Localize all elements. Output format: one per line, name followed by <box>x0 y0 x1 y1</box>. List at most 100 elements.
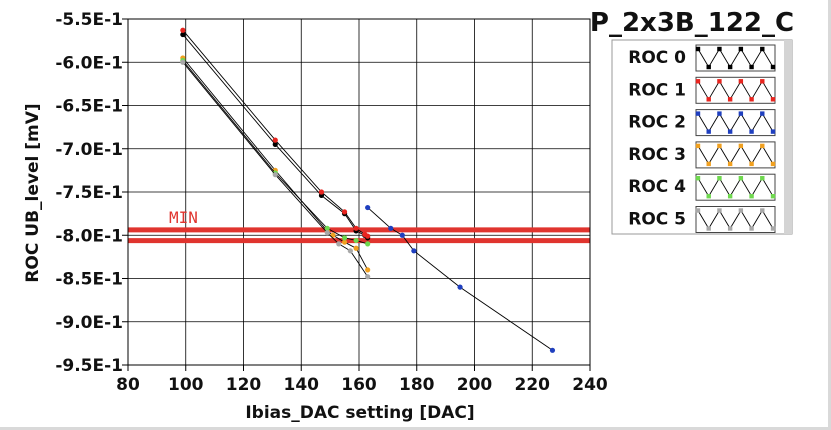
legend-label: ROC 0 <box>628 48 686 68</box>
series-line <box>182 60 368 245</box>
y-tick-label: -8.5E-1 <box>55 270 123 290</box>
legend-marker <box>770 161 776 167</box>
data-point <box>411 248 417 254</box>
legend-marker <box>727 226 733 231</box>
window-edge-right <box>828 0 831 430</box>
legend-marker <box>738 143 744 149</box>
legend-marker <box>717 79 722 84</box>
y-tick-label: -6.5E-1 <box>55 97 123 117</box>
data-point <box>180 59 186 65</box>
legend-marker <box>717 46 722 52</box>
data-point <box>388 225 394 231</box>
data-point <box>347 248 353 254</box>
legend-marker <box>760 208 765 213</box>
legend-marker <box>717 143 722 149</box>
legend-marker <box>749 97 754 102</box>
grid-lines <box>128 19 590 365</box>
y-axis-title: ROC UB_level [mV] <box>23 103 43 282</box>
legend-marker <box>760 176 765 181</box>
legend-marker <box>706 226 711 231</box>
x-tick-label: 80 <box>116 375 140 395</box>
legend-marker <box>695 111 701 116</box>
legend-label: ROC 1 <box>628 80 686 100</box>
data-point <box>341 239 348 245</box>
window-edge-bottom <box>0 427 831 430</box>
legend-marker <box>695 46 701 52</box>
legend-entry-roc-4: ROC 4 <box>628 173 776 201</box>
data-point <box>318 189 325 195</box>
legend-marker <box>727 161 733 167</box>
series-roc-1 <box>180 27 371 239</box>
series-roc-4 <box>180 57 371 247</box>
legend-marker <box>770 97 776 102</box>
data-point <box>457 284 463 290</box>
legend-marker <box>706 161 711 167</box>
legend-marker <box>717 208 722 213</box>
legend-marker <box>770 226 776 231</box>
data-point <box>324 230 330 236</box>
legend-marker <box>727 129 733 134</box>
legend-entry-roc-5: ROC 5 <box>628 206 776 233</box>
series-line <box>182 34 368 239</box>
legend-marker <box>760 46 765 52</box>
data-point <box>365 233 371 239</box>
min-threshold-label: MIN <box>169 208 198 227</box>
x-tick-label: 200 <box>457 375 493 395</box>
x-tick-label: 160 <box>341 375 377 395</box>
legend-marker <box>760 79 765 84</box>
legend-marker <box>727 97 733 102</box>
legend-marker <box>706 97 711 102</box>
data-point <box>353 225 359 231</box>
legend-marker <box>695 208 701 213</box>
legend-label: ROC 2 <box>628 113 686 133</box>
legend-marker <box>749 64 754 70</box>
legend-wave <box>697 145 774 165</box>
data-point <box>365 274 371 280</box>
legend-marker <box>760 143 765 149</box>
legend-entry-roc-2: ROC 2 <box>628 109 776 137</box>
series-roc-2 <box>365 204 556 353</box>
legend-wave <box>697 80 774 101</box>
x-tick-label: 220 <box>515 375 551 395</box>
y-tick-label: -7.0E-1 <box>55 140 123 160</box>
y-tick-label: -6.0E-1 <box>55 53 123 73</box>
data-point <box>341 209 348 215</box>
legend-wave <box>697 112 774 133</box>
x-tick-label: 120 <box>226 375 262 395</box>
legend-marker <box>760 111 765 116</box>
legend-wave <box>697 209 774 230</box>
legend-marker <box>770 194 776 199</box>
data-point <box>365 204 371 211</box>
legend-marker <box>695 79 701 84</box>
legend-marker <box>695 143 701 149</box>
data-point <box>365 241 371 247</box>
x-tick-label: 240 <box>572 375 608 395</box>
chart-title: P_2x3B_122_C <box>590 8 794 38</box>
y-tick-label: -7.5E-1 <box>55 183 123 203</box>
data-point <box>272 172 278 178</box>
legend-wave <box>697 48 774 68</box>
data-series <box>180 27 556 353</box>
legend-marker <box>770 64 776 70</box>
series-line <box>182 61 369 278</box>
data-point <box>399 232 405 238</box>
y-tick-label: -8.0E-1 <box>55 226 123 246</box>
legend-marker <box>695 176 701 181</box>
x-axis-title: Ibias_DAC setting [DAC] <box>245 403 474 423</box>
y-tick-label: -9.0E-1 <box>55 313 123 333</box>
legend-marker <box>717 176 722 181</box>
data-point <box>353 245 359 251</box>
legend-entry-roc-3: ROC 3 <box>628 141 776 169</box>
legend-marker <box>727 194 733 199</box>
legend-marker <box>770 129 776 134</box>
legend-marker <box>738 79 744 84</box>
data-point <box>365 267 371 273</box>
data-point <box>341 235 348 241</box>
x-tick-label: 180 <box>399 375 435 395</box>
y-tick-label: -9.5E-1 <box>55 356 123 376</box>
legend: ROC 0 ROC 1 ROC 2 ROC 3 ROC 4 ROC 5 <box>611 39 793 235</box>
legend-marker <box>706 129 711 134</box>
data-point <box>180 27 186 33</box>
legend-marker <box>717 111 722 116</box>
